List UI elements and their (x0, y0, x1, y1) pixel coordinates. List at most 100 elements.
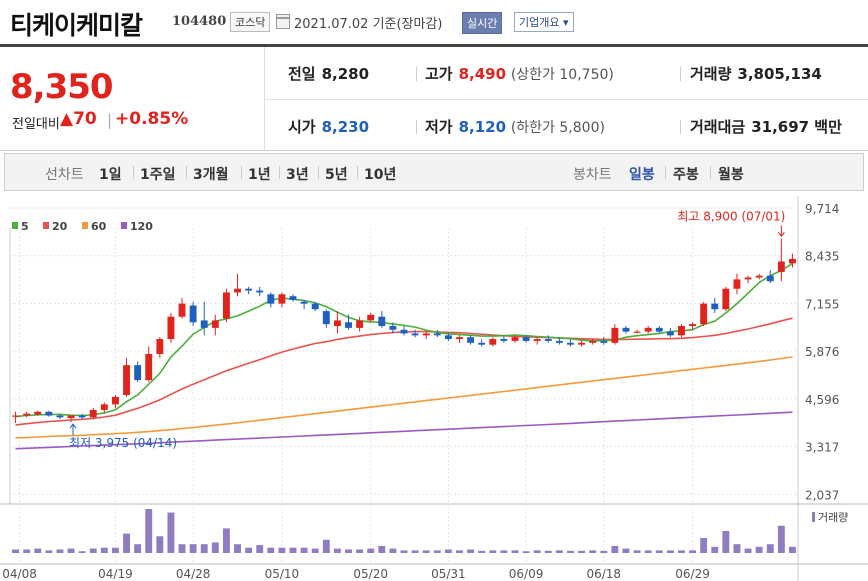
line-chart-label: 선차트 (45, 167, 84, 183)
tab-10-year[interactable]: 10년 (364, 167, 397, 183)
prev-close-label: 전일 (288, 65, 316, 83)
divider (680, 120, 681, 134)
calendar-icon (276, 14, 290, 29)
candle-body (189, 305, 197, 323)
candle-body (356, 320, 364, 328)
volume-bar (689, 550, 697, 553)
candle-body (134, 365, 142, 381)
candle-body (67, 415, 75, 419)
open-label: 시가 (288, 118, 316, 136)
amount-cell: 거래대금 31,697 백만 (690, 116, 842, 137)
legend-label: 60 (91, 220, 107, 233)
candle-body (489, 339, 497, 345)
volume-bar (189, 544, 197, 553)
stock-code: 104480 (172, 14, 227, 29)
tab-monthly[interactable]: 월봉 (718, 167, 744, 183)
candle-body (544, 339, 552, 341)
tab-3-year[interactable]: 3년 (286, 167, 309, 183)
candle-body (522, 337, 530, 341)
candle-body (289, 296, 297, 300)
divider (357, 166, 358, 179)
candle-body (56, 415, 64, 418)
ma60-line (15, 356, 793, 439)
candle-body (256, 290, 264, 293)
candle-body (711, 303, 719, 310)
legend-swatch (43, 222, 49, 229)
ma120-line (15, 411, 793, 450)
volume-bar (34, 548, 42, 553)
volume-legend-swatch (812, 512, 815, 522)
candle-body (89, 409, 97, 418)
volume-bar (467, 549, 475, 553)
candle-body (666, 331, 674, 336)
candle-body (389, 326, 397, 330)
high-annotation: 최고 8,900 (07/01) (677, 209, 785, 223)
tab-1-day[interactable]: 1일 (99, 167, 122, 183)
tab-weekly[interactable]: 주봉 (673, 167, 699, 183)
current-price: 8,350 (10, 67, 114, 107)
y-tick-label: 9,714 (805, 202, 839, 216)
volume-bar (367, 548, 375, 553)
tab-1-week[interactable]: 1주일 (140, 167, 176, 183)
volume-bar (578, 550, 586, 553)
prev-close-value: 8,280 (321, 65, 370, 83)
candle-body (467, 337, 475, 343)
volume-bar (178, 544, 186, 553)
tab-3-month[interactable]: 3개월 (193, 167, 229, 183)
high-cell: 고가 8,490 (상한가 10,750) (425, 63, 614, 84)
volume-bar (322, 539, 330, 553)
volume-bar (422, 550, 430, 553)
company-overview-dropdown[interactable]: 기업개요 ▾ (514, 12, 574, 32)
y-tick-label: 7,155 (805, 297, 839, 311)
volume-bar (711, 546, 719, 553)
legend-swatch (12, 222, 18, 229)
candle-body (111, 396, 119, 405)
volume-bar (655, 550, 663, 553)
candle-body (23, 413, 31, 416)
volume-bar (766, 544, 774, 553)
candle-body (100, 404, 108, 410)
y-tick-label: 5,876 (805, 345, 839, 359)
volume-bar (78, 551, 86, 553)
x-tick-label: 06/18 (586, 567, 621, 581)
divider (416, 67, 417, 81)
candle-body (689, 324, 697, 327)
y-tick-label: 4,596 (805, 393, 839, 407)
volume-bar (611, 545, 619, 553)
candle-body (34, 411, 42, 415)
candle-body (600, 340, 608, 343)
candle-body (278, 294, 286, 304)
candle-body (533, 339, 541, 341)
tab-5-year[interactable]: 5년 (325, 167, 348, 183)
candle-body (456, 337, 463, 340)
tab-daily[interactable]: 일봉 (629, 167, 655, 183)
legend-label: 20 (52, 220, 68, 233)
volume-bar (245, 547, 253, 553)
divider (710, 166, 711, 179)
divider (186, 166, 187, 179)
candle-body (145, 353, 153, 381)
volume-bar (544, 550, 552, 553)
candle-body (700, 303, 708, 325)
open-cell: 시가 8,230 (288, 116, 369, 137)
low-annotation: 최저 3,975 (04/14) (69, 436, 177, 450)
candle-body (367, 314, 375, 321)
candle-body (611, 327, 619, 343)
volume-bar (522, 551, 530, 553)
volume-bar (222, 528, 230, 553)
candle-body (267, 294, 275, 304)
candle-body (211, 320, 219, 328)
tab-1-year[interactable]: 1년 (248, 167, 271, 183)
candle-body (722, 288, 730, 310)
high-value: 8,490 (458, 65, 507, 83)
volume-bar (489, 550, 497, 553)
legend-label: 120 (130, 220, 153, 233)
low-label: 저가 (425, 118, 453, 136)
volume-bar (411, 550, 419, 553)
x-tick-label: 05/31 (431, 567, 466, 581)
upper-limit: (상한가 10,750) (510, 67, 614, 83)
volume-bar (400, 550, 408, 553)
candle-body (178, 303, 186, 317)
realtime-button[interactable]: 실시간 (462, 12, 503, 34)
candle-body (345, 322, 352, 328)
